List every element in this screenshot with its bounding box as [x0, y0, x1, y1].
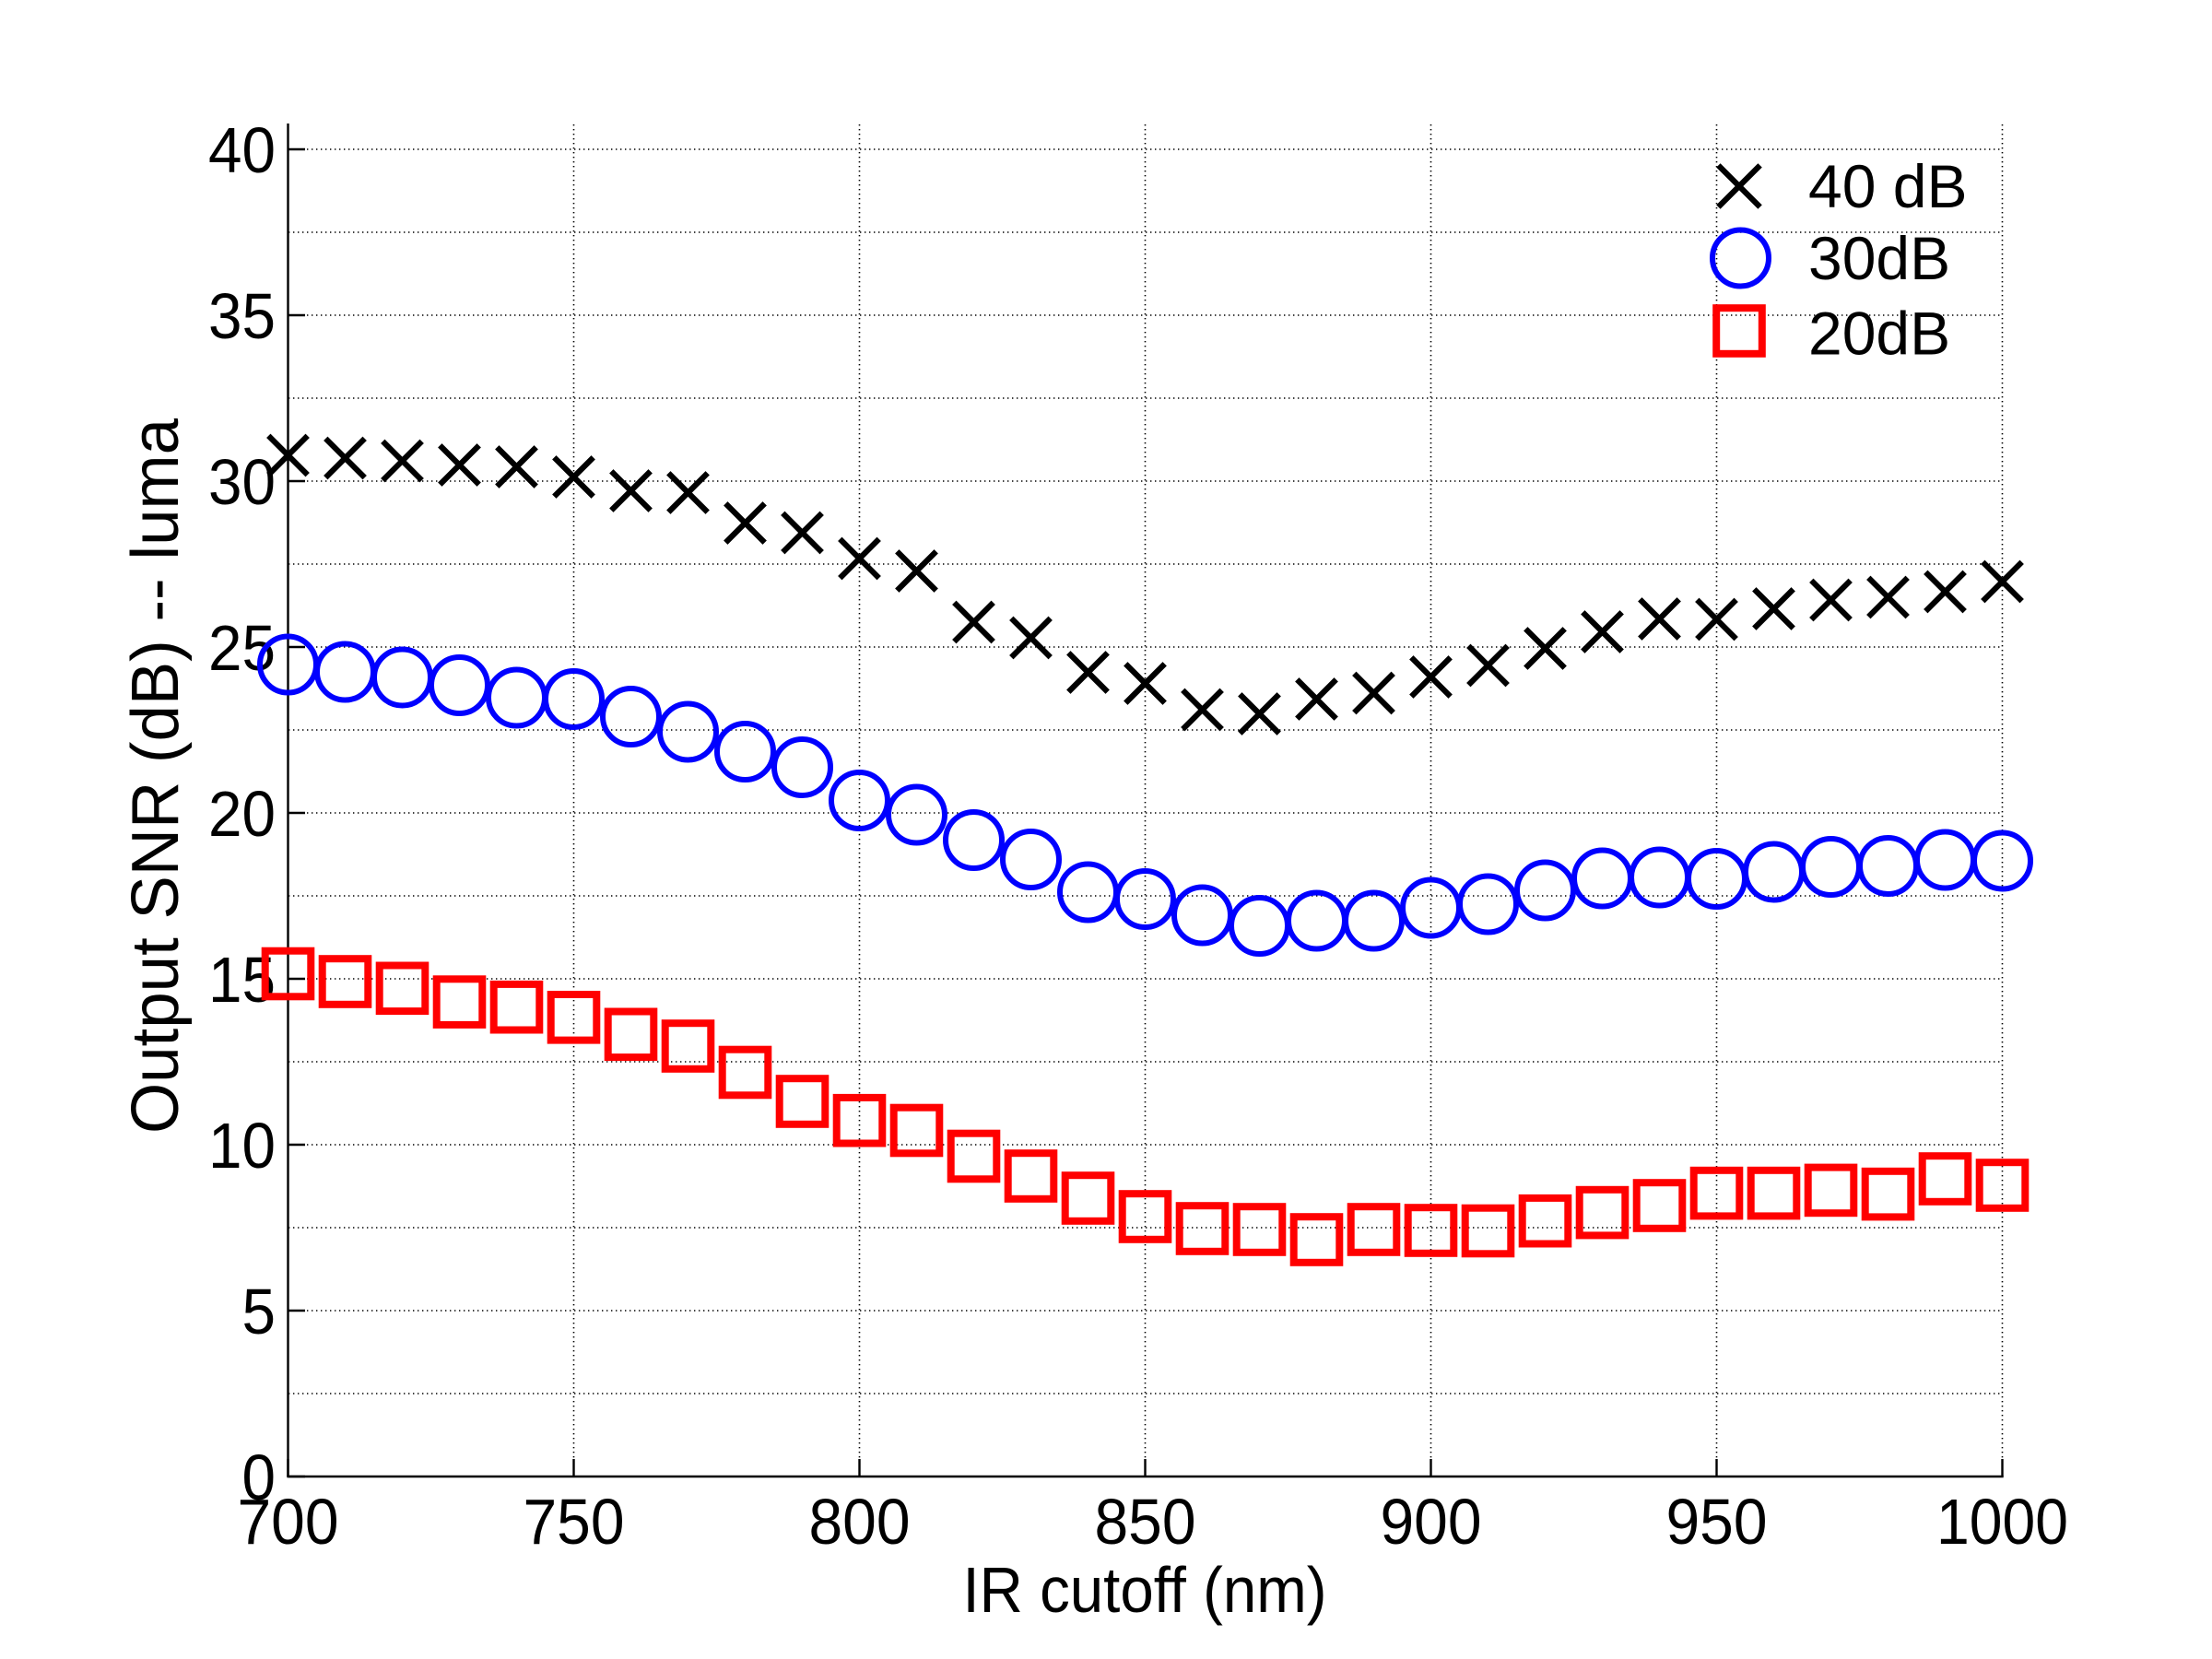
svg-text:750: 750	[524, 1486, 625, 1558]
svg-text:35: 35	[208, 280, 276, 352]
svg-text:900: 900	[1381, 1486, 1482, 1558]
svg-text:40 dB: 40 dB	[1808, 152, 1967, 220]
svg-text:10: 10	[208, 1110, 276, 1182]
svg-text:30dB: 30dB	[1808, 224, 1950, 292]
svg-text:850: 850	[1095, 1486, 1196, 1558]
svg-text:IR cutoff (nm): IR cutoff (nm)	[963, 1554, 1327, 1626]
svg-text:700: 700	[238, 1486, 339, 1558]
svg-text:Output SNR (dB) -- luma: Output SNR (dB) -- luma	[119, 418, 193, 1134]
svg-text:5: 5	[242, 1276, 276, 1347]
svg-text:40: 40	[208, 114, 276, 186]
svg-text:950: 950	[1666, 1486, 1768, 1558]
svg-text:0: 0	[242, 1441, 276, 1513]
svg-text:30: 30	[208, 446, 276, 518]
svg-text:20: 20	[208, 778, 276, 850]
svg-text:800: 800	[809, 1486, 911, 1558]
svg-text:20dB: 20dB	[1808, 300, 1950, 368]
svg-text:1000: 1000	[1936, 1486, 2068, 1558]
